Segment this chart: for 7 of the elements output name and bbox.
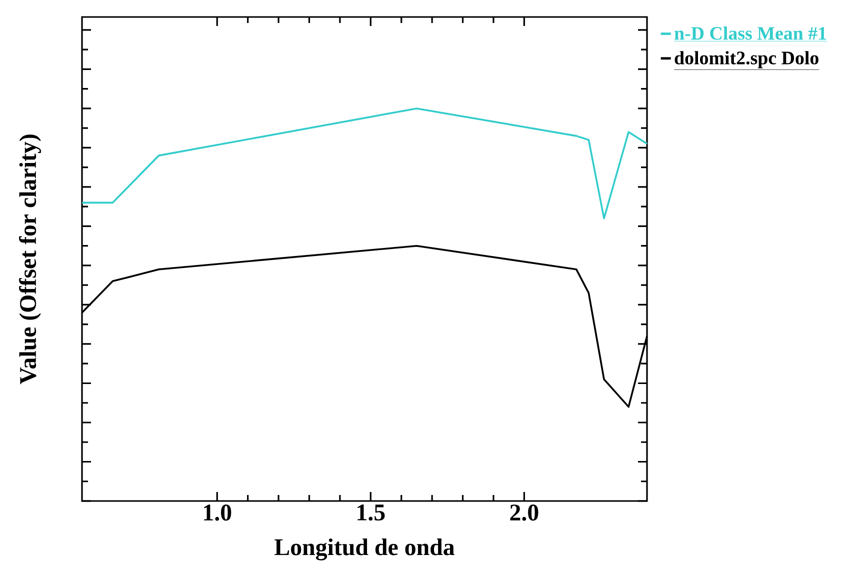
x-tick-label: 2.0 [510,504,538,521]
y-axis-title: Value (Offset for clarity) [19,134,42,384]
x-axis-title: Longitud de onda [274,538,454,560]
x-tick-label: 1.5 [358,504,385,521]
legend-label: n-D Class Mean #1 [674,26,826,40]
x-tick-label: 1.0 [204,504,232,521]
legend-label: dolomit2.spc Dolo [674,51,818,68]
